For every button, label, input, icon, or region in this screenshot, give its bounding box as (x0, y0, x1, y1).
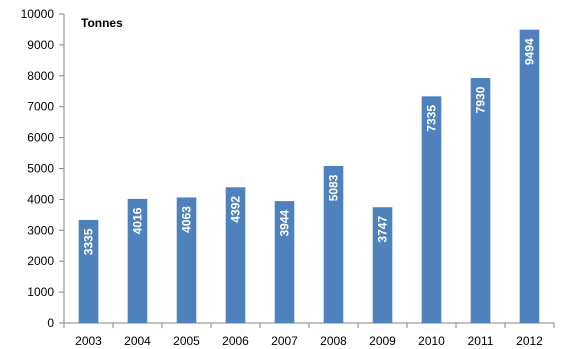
unit-label: Tonnes (81, 16, 123, 30)
y-tick-label: 8000 (27, 69, 54, 83)
bar-2009 (372, 207, 393, 323)
bar-2011 (470, 77, 491, 323)
bar-value-label: 7335 (425, 105, 439, 132)
bar-value-label: 4016 (131, 207, 145, 234)
bar-2006 (225, 187, 246, 323)
y-tick-label: 4000 (27, 192, 54, 206)
x-tick-label: 2004 (124, 334, 151, 348)
bar-value-label: 9494 (523, 38, 537, 65)
y-tick-label: 1000 (27, 285, 54, 299)
bar-value-label: 3335 (82, 228, 96, 255)
x-tick-label: 2011 (468, 334, 494, 348)
x-tick-label: 2010 (418, 334, 445, 348)
x-tick-label: 2012 (516, 334, 543, 348)
bar-value-label: 5083 (327, 174, 341, 201)
y-tick-label: 0 (47, 316, 54, 330)
bar-value-label: 4063 (180, 206, 194, 233)
bar-2010 (421, 96, 442, 323)
x-tick-label: 2009 (369, 334, 396, 348)
y-tick-group: 0 1000 2000 3000 4000 5000 6000 7000 8000 9000 100… (21, 7, 64, 330)
bar-2012 (519, 29, 540, 323)
y-axis: 0 1000 2000 3000 4000 5000 6000 7000 8000 9000 100… (21, 7, 65, 330)
bar-2005 (176, 197, 197, 323)
y-tick-label: 2000 (27, 254, 54, 268)
bar-2008 (323, 165, 344, 323)
bar-value-label: 4392 (229, 196, 243, 223)
x-tick-label: 2006 (222, 334, 249, 348)
x-tick-label: 2007 (271, 334, 298, 348)
y-tick-label: 6000 (27, 131, 54, 145)
x-axis: 2003 2004 2005 2006 2007 2008 2009 2010 2011 2012 (63, 322, 555, 348)
y-tick-label: 3000 (27, 223, 54, 237)
y-tick-label: 9000 (27, 38, 54, 52)
bar-value-label: 3747 (376, 216, 390, 243)
y-tick-label: 10000 (21, 7, 55, 21)
x-tick-label: 2005 (173, 334, 200, 348)
y-tick-label: 7000 (27, 100, 54, 114)
x-tick-group: 2003 2004 2005 2006 2007 2008 2009 2010 2011 2012 (63, 323, 555, 348)
bar-2003 (78, 219, 99, 323)
x-tick-label: 2008 (320, 334, 347, 348)
bar-label-group: 3335 4016 4063 4392 3944 5083 3747 7335 7930 9494 (82, 38, 537, 255)
bar-group (78, 29, 540, 323)
bar-2007 (274, 201, 295, 323)
bar-value-label: 3944 (278, 209, 292, 236)
y-tick-label: 5000 (27, 162, 54, 176)
bar-2004 (127, 198, 148, 323)
bar-value-label: 7930 (474, 86, 488, 113)
x-tick-label: 2003 (75, 334, 102, 348)
